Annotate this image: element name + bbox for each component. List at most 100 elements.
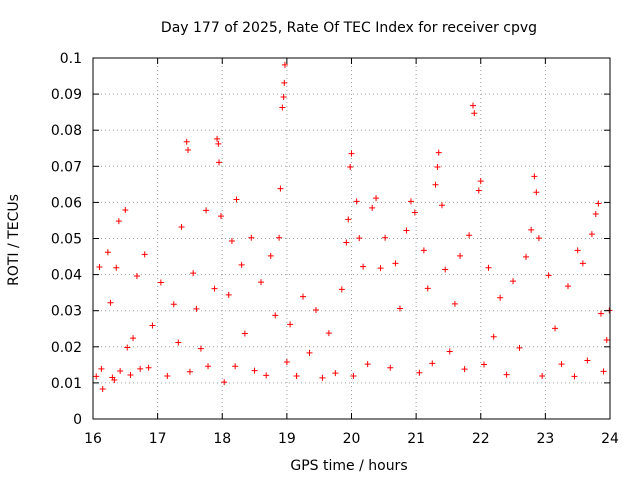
data-point: [552, 325, 559, 332]
data-point: [178, 223, 185, 230]
data-point: [396, 305, 403, 312]
x-tick-label: 20: [343, 431, 361, 447]
data-point: [157, 279, 164, 286]
data-point: [539, 373, 546, 380]
y-tick-label: 0.02: [51, 340, 82, 356]
data-point: [377, 265, 384, 272]
data-point: [503, 371, 510, 378]
data-point: [107, 299, 114, 306]
data-point: [283, 358, 290, 365]
data-point: [434, 164, 441, 171]
y-tick-label: 0.07: [51, 159, 82, 175]
data-point: [145, 364, 152, 371]
data-point: [111, 377, 118, 384]
data-point: [497, 294, 504, 301]
data-point: [122, 206, 129, 213]
data-point: [190, 270, 197, 277]
data-point: [117, 367, 124, 374]
data-point: [343, 239, 350, 246]
data-point: [429, 360, 436, 367]
data-point: [424, 285, 431, 292]
data-point: [531, 173, 538, 180]
data-point: [545, 272, 552, 279]
data-point: [238, 261, 245, 268]
data-point: [281, 79, 288, 86]
x-tick-label: 16: [84, 431, 102, 447]
data-point: [98, 365, 105, 372]
data-point: [480, 361, 487, 368]
data-point: [603, 336, 610, 343]
data-point: [558, 361, 565, 368]
y-tick-label: 0.01: [51, 376, 82, 392]
data-point: [170, 301, 177, 308]
data-point: [411, 209, 418, 216]
x-tick-label: 24: [601, 431, 619, 447]
data-point: [522, 253, 529, 260]
data-point: [221, 379, 228, 386]
data-point: [510, 278, 517, 285]
data-point: [416, 369, 423, 376]
data-point: [211, 285, 218, 292]
data-point: [124, 344, 131, 351]
data-point: [588, 231, 595, 238]
data-point: [251, 367, 258, 374]
data-point: [183, 138, 190, 145]
data-point: [600, 368, 607, 375]
data-point: [516, 344, 523, 351]
data-point: [403, 227, 410, 234]
x-tick-label: 21: [407, 431, 425, 447]
data-point: [287, 321, 294, 328]
data-point: [214, 135, 221, 142]
data-point: [387, 364, 394, 371]
data-point: [338, 286, 345, 293]
data-point: [353, 198, 360, 205]
data-point: [149, 322, 156, 329]
y-tick-label: 0.05: [51, 232, 82, 248]
data-point: [584, 357, 591, 364]
data-point: [277, 185, 284, 192]
data-point: [471, 110, 478, 117]
data-point: [392, 260, 399, 267]
data-point: [597, 310, 604, 317]
data-point: [215, 140, 222, 147]
data-point: [432, 181, 439, 188]
y-tick-label: 0.03: [51, 304, 82, 320]
data-point: [130, 335, 137, 342]
data-point: [592, 210, 599, 217]
data-point: [258, 279, 265, 286]
data-point: [373, 195, 380, 202]
data-point: [205, 363, 212, 370]
data-point: [435, 149, 442, 156]
y-tick-label: 0.08: [51, 123, 82, 139]
data-point: [99, 386, 106, 393]
y-tick-label: 0.06: [51, 195, 82, 211]
data-point: [312, 306, 319, 313]
data-point: [233, 196, 240, 203]
data-point: [438, 202, 445, 209]
grid: [93, 58, 610, 419]
data-point: [217, 213, 224, 220]
data-point: [228, 238, 235, 245]
data-point: [564, 283, 571, 290]
data-point: [113, 264, 120, 271]
data-point: [306, 349, 313, 356]
data-point: [461, 366, 468, 373]
data-point: [407, 198, 414, 205]
data-point: [475, 187, 482, 194]
data-point: [451, 300, 458, 307]
data-point: [203, 207, 210, 214]
data-point: [356, 235, 363, 242]
data-point: [345, 216, 352, 223]
data-point: [137, 365, 144, 372]
data-point: [457, 252, 464, 259]
data-point: [347, 164, 354, 171]
data-point: [382, 234, 389, 241]
data-point: [96, 264, 103, 271]
x-tick-label: 18: [213, 431, 231, 447]
data-point: [104, 249, 111, 256]
data-point: [93, 373, 100, 380]
x-axis-label: GPS time / hours: [290, 458, 407, 474]
data-point: [267, 252, 274, 259]
data-point: [469, 102, 476, 109]
data-point: [141, 251, 148, 258]
